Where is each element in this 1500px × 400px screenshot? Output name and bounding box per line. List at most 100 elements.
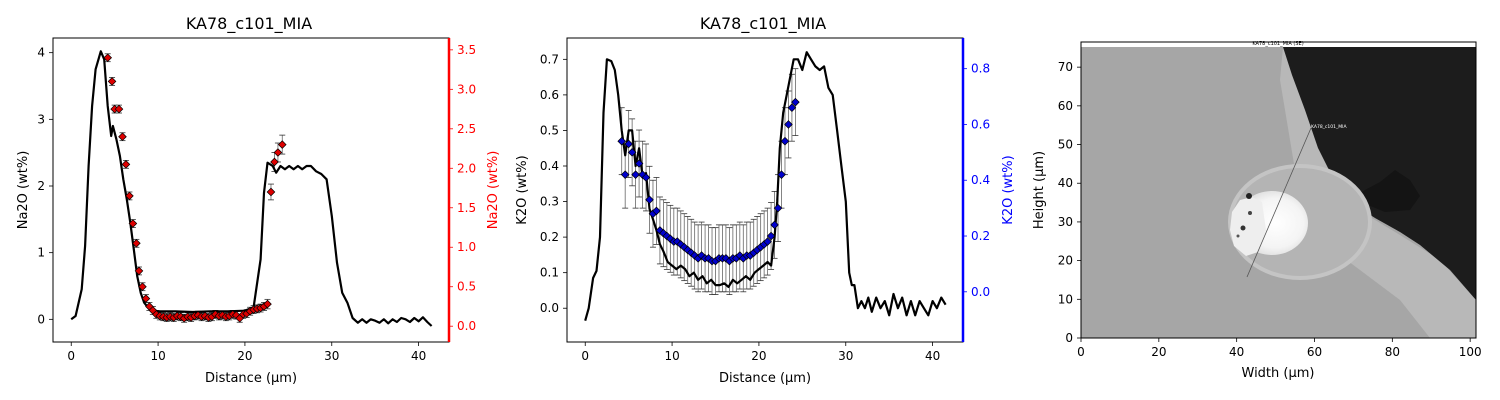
- x-tick-label: 100: [1459, 345, 1482, 359]
- plot-layer-na2o: [70, 50, 433, 327]
- y2-tick-label: 0.0: [457, 319, 476, 333]
- data-point: [763, 237, 772, 246]
- x-axis-label: Distance (µm): [205, 371, 297, 386]
- y-tick-label: 4: [37, 46, 45, 60]
- data-point: [631, 170, 640, 179]
- x-axis-label: Distance (µm): [719, 371, 811, 386]
- x-tick-label: 80: [1385, 345, 1400, 359]
- data-point: [624, 139, 633, 149]
- image-caption: KA78_c101_MIA (SE): [1252, 41, 1303, 47]
- data-point: [134, 266, 144, 276]
- x-tick-label: 30: [324, 349, 339, 363]
- y-tick-label: 0.6: [540, 88, 559, 102]
- y-tick-label: 0.3: [540, 195, 559, 209]
- y-tick-label: 0.1: [540, 266, 559, 280]
- plot-layer-k2o: [584, 51, 947, 321]
- y2-axis-ticks: 0.0 0.2 0.4 0.6 0.8: [963, 62, 990, 299]
- data-points: [103, 53, 287, 323]
- y-tick-label: 10: [1058, 292, 1073, 306]
- data-point: [141, 294, 151, 303]
- y-tick-label: 20: [1058, 254, 1073, 268]
- x-tick-label: 0: [67, 349, 75, 363]
- y-tick-label: 0: [1065, 331, 1073, 345]
- model-line: [70, 50, 433, 327]
- x-tick-label: 20: [751, 349, 766, 363]
- x-tick-label: 0: [581, 349, 589, 363]
- y2-tick-label: 1.0: [457, 240, 476, 254]
- data-point: [121, 160, 131, 169]
- data-points: [617, 97, 800, 266]
- y2-tick-label: 1.5: [457, 201, 476, 215]
- y2-tick-label: 0.4: [971, 173, 990, 187]
- y-axis-label: K2O (wt%): [515, 155, 530, 224]
- x-axis-ticks: 0 20 40 60 80 100: [1077, 338, 1482, 359]
- data-point: [270, 157, 279, 167]
- data-point: [652, 206, 661, 216]
- x-axis-ticks: 0 10 20 30 40: [67, 342, 426, 363]
- data-point: [787, 103, 797, 113]
- y2-tick-label: 0.8: [971, 62, 990, 76]
- y-tick-label: 3: [37, 112, 45, 126]
- y2-axis-ticks: 0.0 0.5 1.0 1.5 2.0 2.5 3.0 3.5: [449, 43, 476, 333]
- x-axis-label: Width (µm): [1242, 366, 1315, 381]
- y-axis-label: Na2O (wt%): [16, 151, 31, 230]
- y-tick-label: 40: [1058, 176, 1073, 190]
- y-tick-label: 70: [1058, 60, 1073, 74]
- x-tick-label: 20: [237, 349, 252, 363]
- data-point: [118, 132, 127, 141]
- x-axis-ticks: 0 10 20 30 40: [581, 342, 940, 363]
- data-point: [638, 170, 647, 179]
- x-tick-label: 40: [411, 349, 426, 363]
- y-tick-label: 0.0: [540, 301, 559, 315]
- data-point: [125, 191, 134, 201]
- y2-tick-label: 3.5: [457, 43, 476, 57]
- y-axis-label: Height (µm): [1032, 151, 1047, 229]
- y2-axis-label: K2O (wt%): [1001, 155, 1016, 224]
- y-tick-label: 30: [1058, 215, 1073, 229]
- image-frame: [1080, 41, 1477, 339]
- data-point: [620, 170, 630, 179]
- data-point: [773, 203, 783, 213]
- x-tick-label: 30: [838, 349, 853, 363]
- data-point: [103, 53, 113, 63]
- y2-axis-label: Na2O (wt%): [486, 151, 501, 230]
- data-point: [634, 159, 644, 168]
- x-tick-label: 60: [1307, 345, 1322, 359]
- x-tick-label: 0: [1077, 345, 1085, 359]
- data-point: [766, 231, 776, 241]
- data-point: [266, 187, 276, 197]
- data-point: [777, 170, 786, 179]
- y-tick-label: 0.2: [540, 230, 559, 244]
- profile-line: [1246, 127, 1312, 278]
- y2-tick-label: 2.5: [457, 122, 476, 136]
- y-axis-ticks: 0 1 2 3 4: [37, 46, 53, 326]
- k2o-panel: KA78_c101_MIA 0 10 20 30 40 0.00.10.20.30.40…: [515, 14, 1016, 386]
- y-tick-label: 50: [1058, 138, 1073, 152]
- data-point: [627, 148, 637, 157]
- data-point: [770, 220, 779, 230]
- x-tick-label: 10: [664, 349, 679, 363]
- y2-tick-label: 0.0: [971, 285, 990, 299]
- data-point: [263, 299, 272, 309]
- y-tick-label: 0: [37, 312, 45, 326]
- data-point: [277, 140, 287, 149]
- data-point: [784, 120, 793, 129]
- y2-tick-label: 2.0: [457, 161, 476, 175]
- data-point: [114, 104, 124, 114]
- model-line: [584, 51, 947, 321]
- y-axis-ticks: 0 10 20 30 40 50 60 70: [1058, 60, 1081, 345]
- x-tick-label: 10: [150, 349, 165, 363]
- data-point: [132, 239, 141, 248]
- y2-tick-label: 3.0: [457, 82, 476, 96]
- data-point: [704, 254, 713, 263]
- na2o-panel: KA78_c101_MIA 0 10 20 30 40 0 1 2 3 4 0.0 0.5 1.0 1…: [16, 14, 501, 386]
- y-axis-ticks: 0.0 0.1 0.2 0.3 0.4 0.5 0.6 0.7: [540, 52, 567, 315]
- x-tick-label: 40: [1229, 345, 1244, 359]
- chart-title: KA78_c101_MIA: [700, 14, 826, 34]
- plot-frame: [566, 37, 964, 343]
- y-tick-label: 0.4: [540, 159, 559, 173]
- sem-image: KA78_c101_MIA: [1081, 47, 1476, 338]
- y2-tick-label: 0.2: [971, 229, 990, 243]
- profile-line-label: KA78_c101_MIA: [1311, 124, 1347, 130]
